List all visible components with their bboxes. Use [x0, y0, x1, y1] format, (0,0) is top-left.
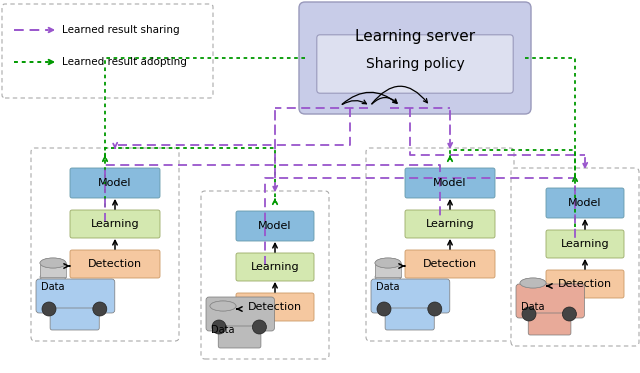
Text: Learned result adopting: Learned result adopting [62, 57, 187, 67]
Bar [210, 306, 236, 320]
FancyBboxPatch shape [405, 210, 495, 238]
Ellipse shape [40, 258, 66, 268]
Text: Detection: Detection [248, 302, 302, 312]
Text: Learning server: Learning server [355, 28, 475, 44]
Text: Learning: Learning [251, 262, 300, 272]
Circle shape [252, 320, 266, 334]
Ellipse shape [210, 301, 236, 311]
Ellipse shape [375, 258, 401, 268]
Text: Data: Data [376, 282, 400, 292]
Ellipse shape [40, 272, 66, 282]
Text: Data: Data [41, 282, 65, 292]
FancyBboxPatch shape [511, 168, 639, 346]
Circle shape [93, 302, 107, 316]
Circle shape [377, 302, 391, 316]
Text: Model: Model [259, 221, 292, 231]
FancyBboxPatch shape [546, 188, 624, 218]
Text: Model: Model [568, 198, 602, 208]
FancyBboxPatch shape [236, 211, 314, 241]
FancyBboxPatch shape [366, 148, 514, 341]
Ellipse shape [210, 301, 236, 311]
FancyBboxPatch shape [299, 2, 531, 114]
Circle shape [563, 307, 577, 321]
Ellipse shape [520, 292, 546, 302]
Text: Detection: Detection [423, 259, 477, 269]
FancyBboxPatch shape [201, 191, 329, 359]
Text: Data: Data [211, 325, 235, 335]
Ellipse shape [40, 258, 66, 268]
FancyBboxPatch shape [236, 293, 314, 321]
Text: Learning: Learning [561, 239, 609, 249]
Bar [210, 306, 236, 320]
FancyBboxPatch shape [546, 230, 624, 258]
FancyBboxPatch shape [385, 308, 435, 330]
Bar [40, 263, 66, 277]
Circle shape [42, 302, 56, 316]
Text: Learned result sharing: Learned result sharing [62, 25, 180, 35]
FancyBboxPatch shape [36, 279, 115, 313]
Bar [40, 263, 66, 277]
FancyBboxPatch shape [528, 313, 571, 335]
Circle shape [428, 302, 442, 316]
FancyBboxPatch shape [70, 210, 160, 238]
Ellipse shape [520, 278, 546, 288]
Ellipse shape [520, 278, 546, 288]
FancyBboxPatch shape [2, 4, 213, 98]
FancyBboxPatch shape [218, 326, 261, 348]
Bar [520, 283, 546, 297]
FancyBboxPatch shape [70, 168, 160, 198]
Text: Learning: Learning [426, 219, 474, 229]
Bar [375, 263, 401, 277]
Bar [375, 263, 401, 277]
FancyBboxPatch shape [546, 270, 624, 298]
Text: Data: Data [521, 302, 545, 312]
Text: Detection: Detection [88, 259, 142, 269]
Bar [520, 283, 546, 297]
FancyBboxPatch shape [50, 308, 99, 330]
Text: Model: Model [99, 178, 132, 188]
Ellipse shape [210, 315, 236, 325]
FancyBboxPatch shape [405, 250, 495, 278]
Text: Learning: Learning [91, 219, 140, 229]
Circle shape [212, 320, 226, 334]
Text: Model: Model [433, 178, 467, 188]
FancyBboxPatch shape [236, 253, 314, 281]
Text: Sharing policy: Sharing policy [365, 57, 465, 71]
FancyBboxPatch shape [317, 35, 513, 93]
FancyBboxPatch shape [206, 297, 275, 331]
FancyBboxPatch shape [371, 279, 450, 313]
Ellipse shape [375, 272, 401, 282]
FancyBboxPatch shape [516, 284, 584, 318]
Circle shape [522, 307, 536, 321]
FancyBboxPatch shape [405, 168, 495, 198]
Text: Detection: Detection [558, 279, 612, 289]
FancyBboxPatch shape [70, 250, 160, 278]
FancyBboxPatch shape [31, 148, 179, 341]
Ellipse shape [375, 258, 401, 268]
